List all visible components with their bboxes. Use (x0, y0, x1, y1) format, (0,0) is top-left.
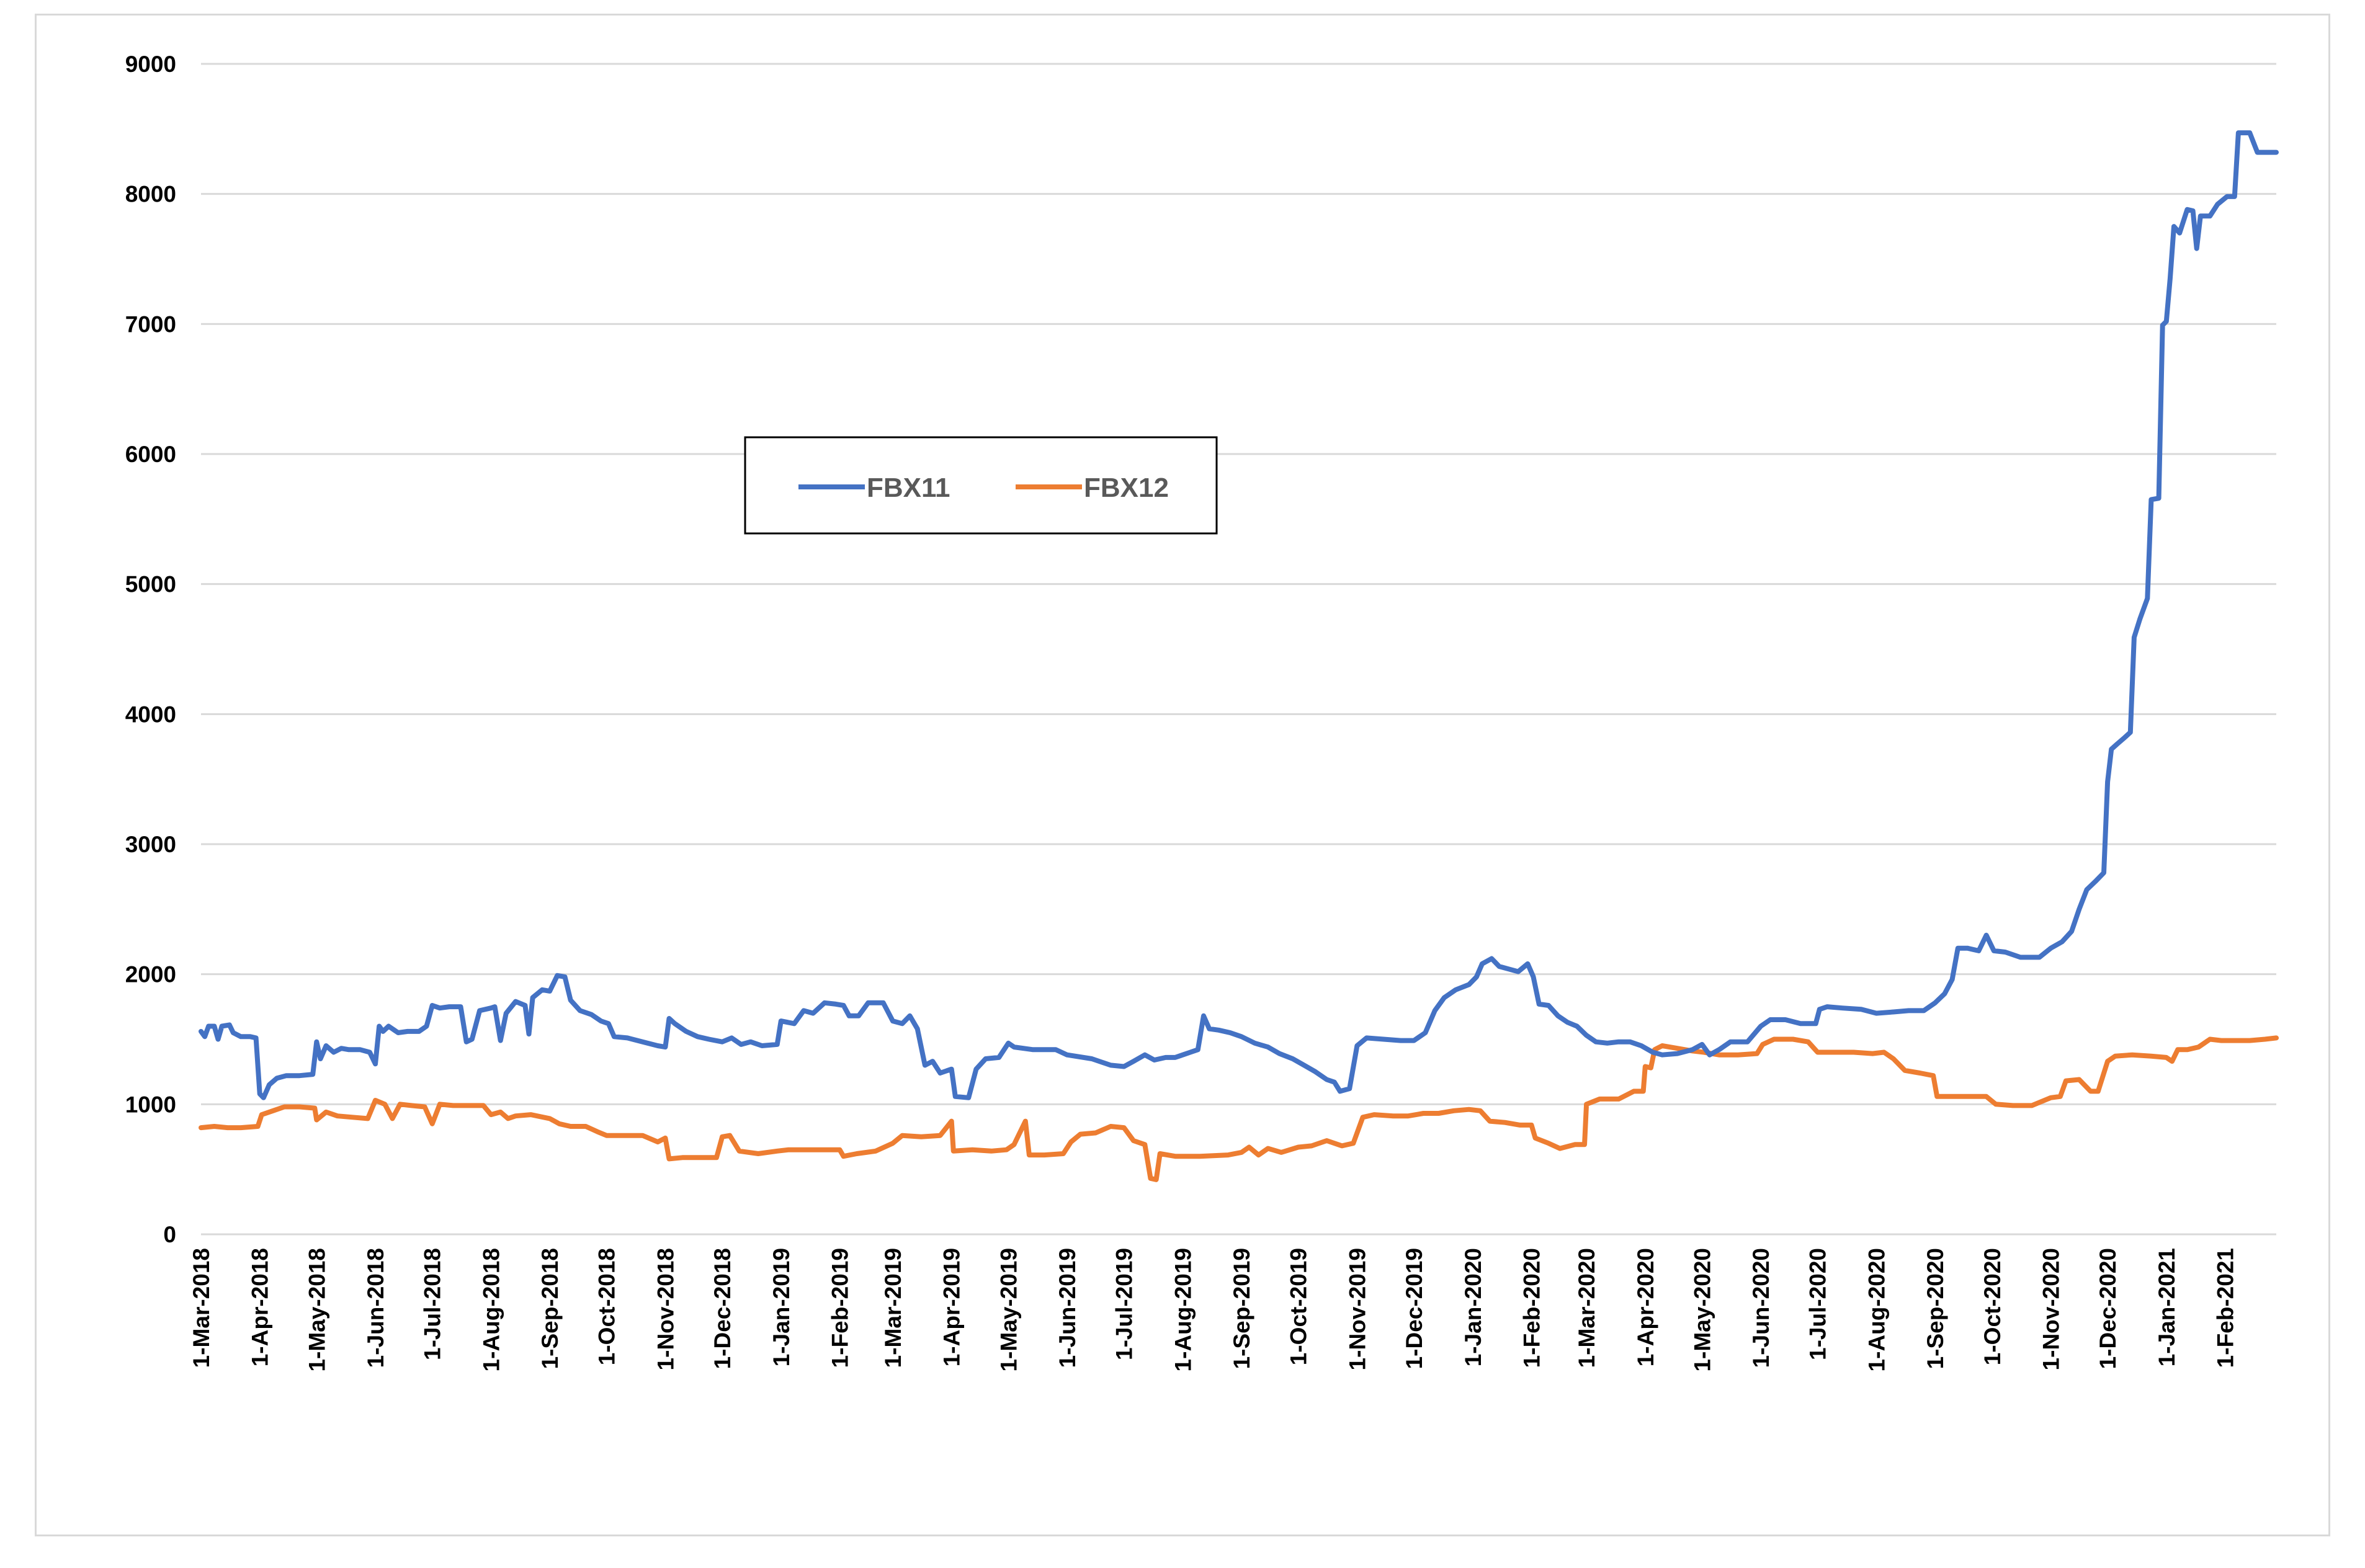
x-tick-label: 1-Nov-2018 (653, 1248, 678, 1370)
y-tick-label: 9000 (125, 51, 176, 77)
x-tick-label: 1-Aug-2018 (478, 1248, 504, 1371)
legend: FBX11 FBX12 (744, 436, 1218, 535)
x-tick-label: 1-Oct-2018 (594, 1248, 620, 1365)
series-lines (199, 130, 2279, 1182)
y-tick-label: 1000 (125, 1092, 176, 1117)
y-tick-label: 2000 (125, 962, 176, 987)
x-tick-label: 1-Aug-2019 (1170, 1248, 1196, 1371)
x-tick-label: 1-Mar-2020 (1574, 1248, 1599, 1368)
x-tick-label: 1-Jun-2019 (1055, 1248, 1080, 1368)
series-line-fbx11 (199, 130, 2279, 1100)
x-tick-label: 1-Mar-2018 (189, 1248, 214, 1368)
x-tick-label: 1-Jan-2021 (2154, 1248, 2179, 1366)
x-tick-label: 1-Sep-2020 (1923, 1248, 1948, 1369)
x-tick-label: 1-Jan-2019 (769, 1248, 794, 1366)
legend-label-fbx12: FBX12 (1084, 473, 1169, 503)
x-tick-label: 1-Aug-2020 (1864, 1248, 1889, 1371)
x-tick-label: 1-May-2019 (996, 1248, 1021, 1372)
x-tick-label: 1-Oct-2020 (1980, 1248, 2005, 1365)
x-tick-label: 1-Oct-2019 (1286, 1248, 1312, 1365)
y-tick-label: 6000 (125, 442, 176, 467)
y-tick-label: 8000 (125, 182, 176, 207)
chart-frame: 0 1000 2000 3000 4000 5000 6000 7000 8000 9000 1-… (35, 14, 2330, 1536)
x-tick-label: 1-Dec-2018 (710, 1248, 735, 1369)
legend-label-fbx11: FBX11 (867, 473, 950, 503)
x-tick-label: 1-Jul-2019 (1112, 1248, 1137, 1360)
x-tick-label: 1-Sep-2019 (1229, 1248, 1254, 1369)
x-axis-tick-labels: 1-Mar-2018 1-Apr-2018 1-May-2018 1-Jun-2018… (189, 1248, 2238, 1372)
x-tick-label: 1-Jun-2018 (363, 1248, 388, 1368)
y-axis-tick-labels: 0 1000 2000 3000 4000 5000 6000 7000 8000 9000 (125, 51, 176, 1247)
series-line-fbx12 (199, 1035, 2279, 1182)
x-tick-label: 1-Jun-2020 (1748, 1248, 1774, 1368)
x-tick-label: 1-Feb-2020 (1519, 1248, 1544, 1368)
x-tick-label: 1-Feb-2021 (2213, 1248, 2238, 1368)
legend-box (744, 436, 1218, 535)
y-tick-label: 0 (163, 1222, 176, 1247)
y-tick-label: 5000 (125, 572, 176, 597)
chart-svg: 0 1000 2000 3000 4000 5000 6000 7000 8000 9000 1-… (125, 51, 2279, 1372)
x-tick-label: 1-Jan-2020 (1460, 1248, 1486, 1366)
x-tick-label: 1-Apr-2019 (939, 1248, 965, 1366)
x-tick-label: 1-May-2020 (1689, 1248, 1715, 1372)
x-tick-label: 1-Jul-2018 (420, 1248, 445, 1360)
x-tick-label: 1-Apr-2020 (1633, 1248, 1658, 1366)
y-tick-label: 7000 (125, 311, 176, 337)
gridlines (201, 63, 2276, 1236)
x-tick-label: 1-Dec-2019 (1402, 1248, 1427, 1369)
x-tick-label: 1-Dec-2020 (2095, 1248, 2121, 1369)
x-tick-label: 1-Nov-2020 (2038, 1248, 2063, 1370)
x-tick-label: 1-Mar-2019 (880, 1248, 906, 1368)
x-tick-label: 1-Sep-2018 (537, 1248, 563, 1369)
y-tick-label: 4000 (125, 702, 176, 727)
x-tick-label: 1-Apr-2018 (248, 1248, 273, 1366)
y-tick-label: 3000 (125, 832, 176, 857)
x-tick-label: 1-Feb-2019 (827, 1248, 852, 1368)
x-tick-label: 1-May-2018 (304, 1248, 329, 1372)
x-tick-label: 1-Jul-2020 (1805, 1248, 1831, 1360)
x-tick-label: 1-Nov-2019 (1344, 1248, 1370, 1370)
